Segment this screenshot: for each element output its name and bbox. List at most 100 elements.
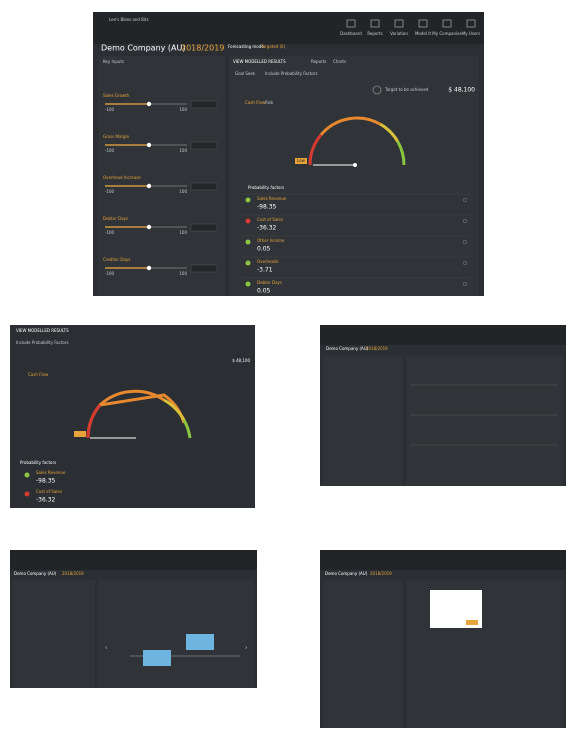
slider-knob[interactable]: [146, 224, 152, 230]
next-arrow[interactable]: ›: [245, 645, 247, 652]
subtab[interactable]: Include Probability Factors: [265, 71, 318, 76]
factor-label: Sales Revenue: [36, 470, 66, 475]
gauge-marker: [74, 431, 86, 437]
info-icon[interactable]: [462, 218, 468, 224]
gauge-marker: [295, 158, 307, 164]
mode-label: Forecasting mode: [228, 44, 264, 49]
slider-label: Debtor Days: [103, 216, 128, 221]
year[interactable]: 2018/2019: [181, 44, 224, 53]
tab[interactable]: VIEW MODELLED RESULTS: [233, 59, 286, 64]
target-value: $ 48,100: [232, 358, 250, 363]
nav-icon[interactable]: [466, 19, 476, 28]
slider-min: -100: [105, 230, 115, 235]
company-name: Demo Company (AU): [14, 571, 57, 576]
nav-label[interactable]: Dashboard: [340, 31, 362, 36]
slider-knob[interactable]: [146, 142, 152, 148]
gauge-screenshot: VIEW MODELLED RESULTS Include Probabilit…: [10, 325, 255, 508]
slider-min: -100: [105, 189, 115, 194]
factor-value: 0.05: [257, 246, 271, 253]
prev-arrow[interactable]: ‹: [105, 645, 107, 652]
factors-title: Probability factors: [248, 185, 284, 190]
slider-input[interactable]: [190, 141, 218, 150]
nav-icon[interactable]: [394, 19, 404, 28]
gauge-status: Risk: [265, 100, 274, 105]
nav-label[interactable]: Variation: [390, 31, 408, 36]
slider-input[interactable]: [190, 182, 218, 191]
left-panel: [13, 580, 95, 688]
subtab[interactable]: Goal Seek: [235, 71, 256, 76]
slider-input[interactable]: [190, 223, 218, 232]
left-header: Key Inputs: [103, 59, 124, 64]
company-name: Demo Company (AU): [325, 571, 368, 576]
factor-value: -98.35: [257, 204, 277, 211]
slider-label: Gross Margin: [103, 134, 130, 139]
slider-knob[interactable]: [146, 101, 152, 107]
right-panel: [229, 56, 479, 296]
slider-label: Overhead Increase: [103, 175, 141, 180]
nav-label[interactable]: Reports: [367, 31, 382, 36]
info-icon[interactable]: [462, 239, 468, 245]
gauge-title: Cash Flow: [28, 372, 49, 377]
report-rows: [410, 384, 558, 446]
nav-label[interactable]: My Users: [462, 31, 480, 36]
slider-max: 100: [179, 107, 187, 112]
slider-max: 100: [179, 148, 187, 153]
gauge-yellow: [379, 123, 399, 143]
popup-button[interactable]: [466, 620, 478, 625]
box: [143, 650, 171, 666]
nav-label[interactable]: Model It: [415, 31, 431, 36]
factor-label: Overheads: [257, 259, 279, 264]
nav-label[interactable]: My Companies: [432, 31, 461, 36]
gauge-title: Cash Flow: [245, 100, 266, 105]
factor-value: -98.35: [36, 478, 56, 485]
tab[interactable]: Charts: [333, 59, 346, 64]
year: 2018/2019: [370, 571, 392, 576]
status-dot: [24, 491, 30, 497]
info-icon[interactable]: [462, 281, 468, 287]
company-name[interactable]: Demo Company (AU): [101, 44, 185, 53]
chart-screenshot: Demo Company (AU) 2018/2019 ‹ ›: [10, 550, 257, 688]
nav-icon[interactable]: [442, 19, 452, 28]
target-icon: [372, 85, 382, 95]
gauge-green: [396, 140, 406, 166]
year: 2018/2019: [366, 346, 388, 351]
slider-input[interactable]: [190, 264, 218, 273]
left-panel: [98, 56, 225, 296]
mode-value[interactable]: Targeted (E): [260, 44, 286, 49]
nav-icon[interactable]: [346, 19, 356, 28]
slider-max: 100: [179, 189, 187, 194]
left-panel: [323, 580, 403, 728]
factor-label: Other Income: [257, 238, 285, 243]
top-bar: [320, 550, 566, 570]
slider-label: Sales Growth: [103, 93, 130, 98]
slider-label: Creditor Days: [103, 257, 130, 262]
slider-min: -100: [105, 107, 115, 112]
popup-screenshot: Demo Company (AU) 2018/2019: [320, 550, 566, 728]
nav-icon[interactable]: [370, 19, 380, 28]
right-panel: [406, 355, 563, 486]
info-icon[interactable]: [462, 260, 468, 266]
factor-label: Sales Revenue: [257, 196, 287, 201]
app-background: [10, 325, 255, 508]
top-bar: [93, 12, 484, 44]
slider-knob[interactable]: [146, 183, 152, 189]
status-dot: [245, 281, 251, 287]
slider-max: 100: [179, 230, 187, 235]
slider-min: -100: [105, 271, 115, 276]
info-icon[interactable]: [462, 197, 468, 203]
app-title: Lee's Bikes and Bits: [109, 17, 149, 22]
gauge-yellow: [163, 398, 186, 421]
slider-input[interactable]: [190, 100, 218, 109]
slider-knob[interactable]: [146, 265, 152, 271]
factor-label: Cost of Sales: [257, 217, 283, 222]
target-label: Target to be achieved: [384, 87, 429, 92]
tab[interactable]: Reports: [311, 59, 326, 64]
box: [186, 634, 214, 650]
main-screenshot: Lee's Bikes and Bits Demo Company (AU) 2…: [93, 12, 484, 296]
right-panel: [406, 580, 563, 728]
subtab: Include Probability Factors: [16, 340, 69, 345]
gauge-orange: [319, 116, 382, 136]
nav-icon[interactable]: [418, 19, 428, 28]
gauge-red: [86, 404, 102, 439]
